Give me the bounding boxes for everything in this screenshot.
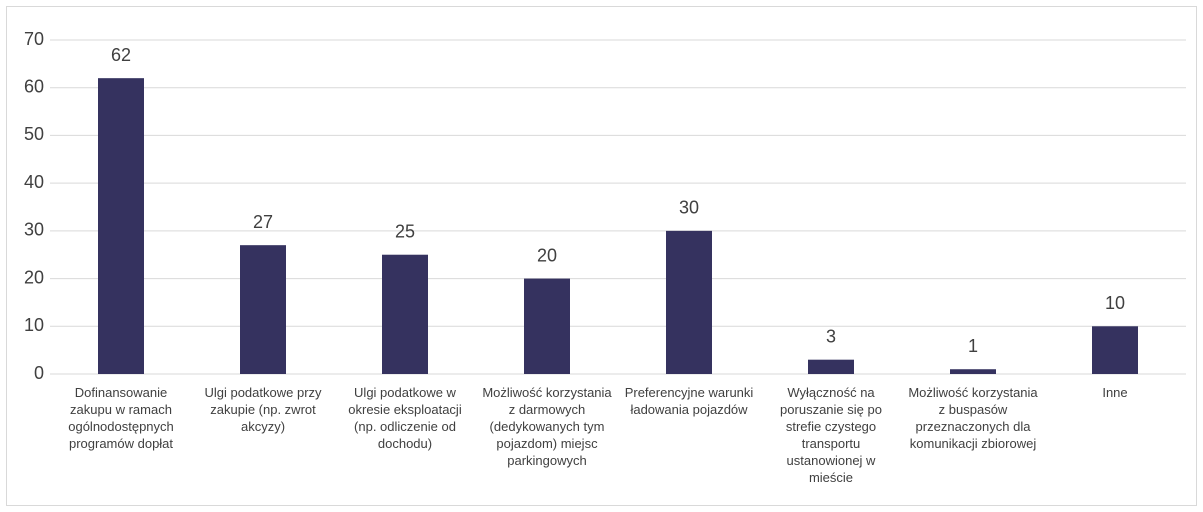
y-tick-label: 0 — [34, 363, 44, 383]
x-tick-label: Wyłączność na poruszanie się po strefie … — [780, 385, 882, 485]
bar — [382, 254, 428, 374]
x-tick-label: Inne — [1102, 385, 1128, 400]
data-label: 1 — [968, 336, 978, 356]
x-label-box: Ulgi podatkowe przy zakupie (np. zwrot a… — [204, 385, 322, 434]
bar — [1092, 326, 1138, 374]
x-label-box: Preferencyjne warunki ładowania pojazdów — [624, 385, 754, 417]
x-label-box: Dofinansowanie zakupu w ramach ogólnodos… — [68, 385, 174, 451]
bar — [240, 245, 286, 374]
data-label: 10 — [1105, 293, 1125, 313]
data-label: 20 — [537, 245, 557, 265]
x-tick-label: Ulgi podatkowe w okresie eksploatacji (n… — [348, 385, 462, 451]
x-tick-label: Ulgi podatkowe przy zakupie (np. zwrot a… — [204, 385, 322, 434]
data-label: 62 — [111, 45, 131, 65]
y-tick-label: 20 — [24, 267, 44, 287]
x-label-box: Inne — [1102, 385, 1128, 400]
data-label: 25 — [395, 221, 415, 241]
x-tick-label: Dofinansowanie zakupu w ramach ogólnodos… — [68, 385, 174, 451]
bar — [666, 230, 712, 374]
bar — [808, 359, 854, 374]
bar — [950, 369, 996, 374]
y-tick-label: 40 — [24, 172, 44, 192]
y-tick-label: 10 — [24, 315, 44, 335]
data-label: 3 — [826, 326, 836, 346]
data-label: 30 — [679, 198, 699, 218]
data-label: 27 — [253, 212, 273, 232]
x-label-box: Ulgi podatkowe w okresie eksploatacji (n… — [348, 385, 462, 451]
x-tick-label: Możliwość korzystania z buspasów przezna… — [908, 385, 1038, 451]
x-label-box: Możliwość korzystania z buspasów przezna… — [908, 385, 1038, 451]
y-tick-label: 30 — [24, 220, 44, 240]
y-tick-label: 50 — [24, 124, 44, 144]
bar — [98, 78, 144, 375]
chart-border — [6, 6, 1197, 506]
y-tick-label: 60 — [24, 76, 44, 96]
x-label-box: Wyłączność na poruszanie się po strefie … — [780, 385, 882, 485]
bar — [524, 278, 570, 374]
x-label-box: Możliwość korzystania z darmowych (dedyk… — [482, 385, 612, 468]
y-tick-label: 70 — [24, 29, 44, 49]
x-tick-label: Preferencyjne warunki ładowania pojazdów — [624, 385, 754, 417]
x-tick-label: Możliwość korzystania z darmowych (dedyk… — [482, 385, 612, 468]
